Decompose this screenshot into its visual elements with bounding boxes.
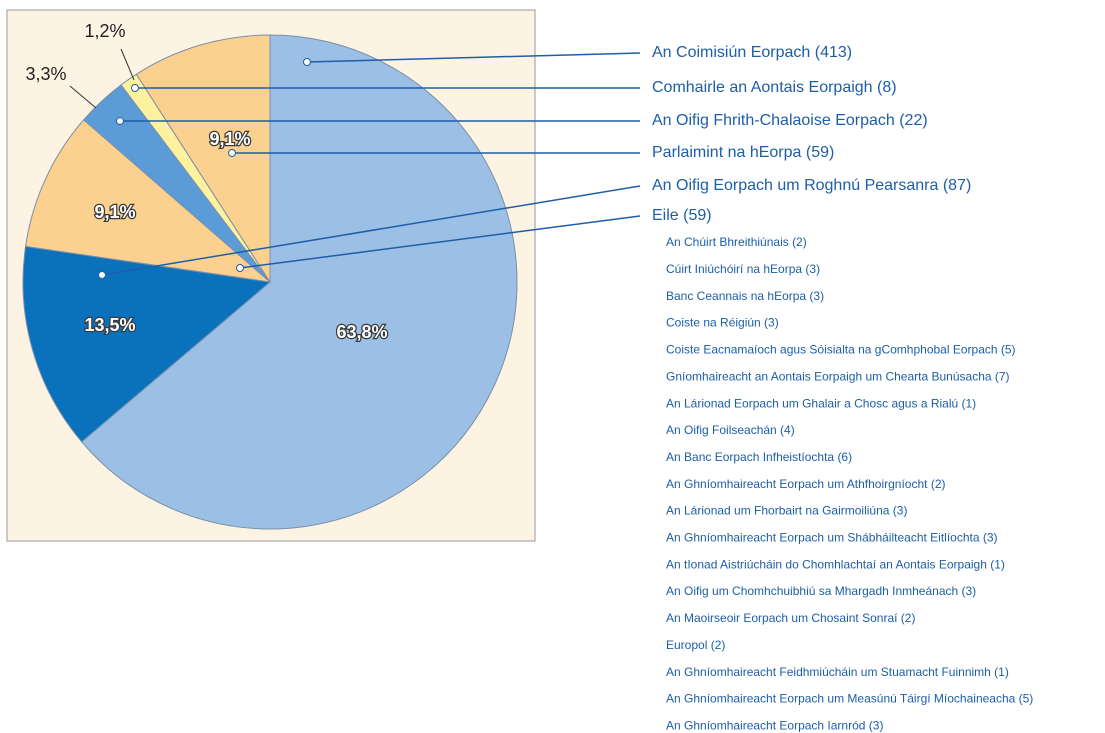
legend-label: Parlaimint na hEorpa (59)	[652, 144, 834, 161]
legend-leader	[101, 185, 641, 276]
percent-label: 1,2%	[84, 21, 125, 41]
pie-slice	[135, 34, 271, 284]
legend-leader	[306, 52, 641, 63]
breakdown-item: An Ghníomhaireacht Eorpach um Athfhoirgn…	[666, 477, 946, 491]
breakdown-item: An Oifig Foilseachán (4)	[666, 423, 795, 437]
percent-label: 9,1%	[209, 129, 250, 149]
percent-label: 63,8%	[336, 322, 387, 342]
pie-slice	[22, 245, 272, 443]
breakdown-item: An Ghníomhaireacht Eorpach um Shábháilte…	[666, 531, 998, 545]
breakdown-item: An Lárionad Eorpach um Ghalair a Chosc a…	[666, 396, 976, 410]
legend-dot	[131, 84, 139, 92]
breakdown-item: An Chúirt Bhreithiúnais (2)	[666, 235, 807, 249]
legend-label: An Coimisiún Eorpach (413)	[652, 44, 852, 61]
percent-label: 13,5%	[84, 315, 135, 335]
legend-dot	[228, 149, 236, 157]
breakdown-item: An Ghníomhaireacht Feidhmiúcháin um Stua…	[666, 665, 1009, 679]
breakdown-item: Gníomhaireacht an Aontais Eorpaigh um Ch…	[666, 369, 1010, 383]
legend-dot	[236, 264, 244, 272]
leader-line	[120, 48, 135, 81]
breakdown-item: Cúirt Iniúchóirí na hEorpa (3)	[666, 262, 820, 276]
breakdown-item: An tIonad Aistriúcháin do Chomhlachtaí a…	[666, 557, 1005, 571]
legend-dot	[303, 58, 311, 66]
leader-line	[69, 85, 97, 109]
percent-label: 9,1%	[94, 202, 135, 222]
breakdown-item: Banc Ceannais na hEorpa (3)	[666, 289, 824, 303]
pie-slice	[25, 119, 272, 283]
breakdown-item: An Ghníomhaireacht Eorpach um Measúnú Tá…	[666, 692, 1033, 706]
legend-label: Eile (59)	[652, 207, 712, 224]
breakdown-item: Coiste Eacnamaíoch agus Sóisialta na gCo…	[666, 343, 1016, 357]
breakdown-item: An Oifig um Chomhchuibhiú sa Mhargadh In…	[666, 584, 976, 598]
legend-leader	[239, 215, 641, 269]
breakdown-item: An Ghníomhaireacht Eorpach Iarnród (3)	[666, 718, 883, 732]
percent-label: 3,3%	[25, 64, 66, 84]
pie-slice	[80, 34, 518, 530]
breakdown-item: Coiste na Réigiún (3)	[666, 316, 779, 330]
legend-label: Comhairle an Aontais Eorpaigh (8)	[652, 79, 897, 96]
breakdown-item: An Banc Eorpach Infheistíochta (6)	[666, 450, 852, 464]
legend-label: An Oifig Fhrith-Chalaoise Eorpach (22)	[652, 112, 928, 129]
legend-dot	[98, 271, 106, 279]
breakdown-item: An Lárionad um Fhorbairt na Gairmoiliúna…	[666, 504, 907, 518]
breakdown-item: Europol (2)	[666, 638, 725, 652]
legend-label: An Oifig Eorpach um Roghnú Pearsanra (87…	[652, 177, 971, 194]
breakdown-item: An Maoirseoir Eorpach um Chosaint Sonraí…	[666, 611, 915, 625]
legend-dot	[116, 117, 124, 125]
